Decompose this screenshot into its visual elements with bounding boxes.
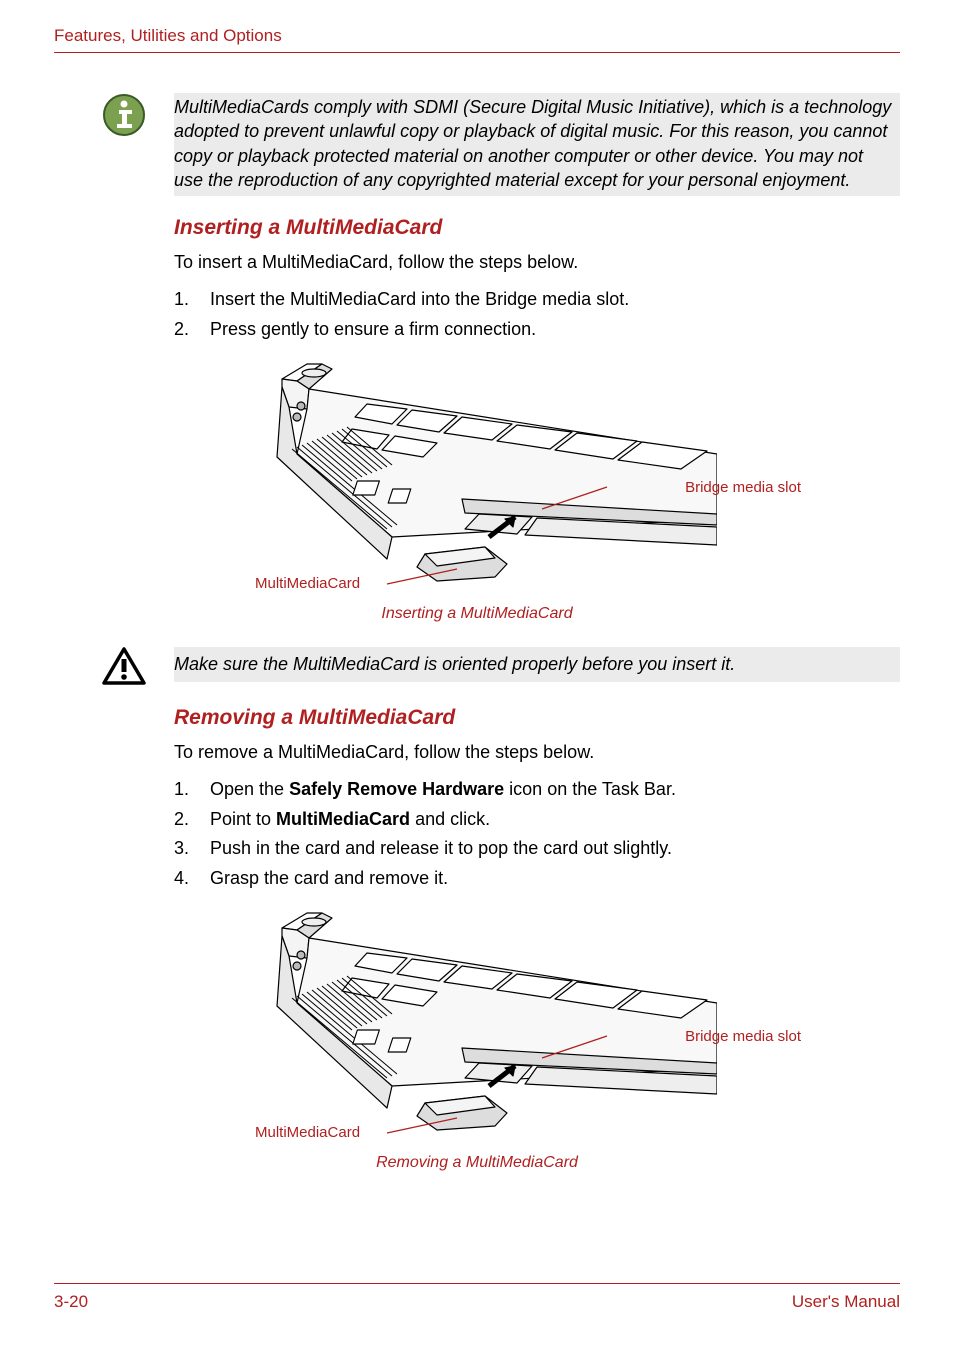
step-text: Open the bbox=[210, 779, 289, 799]
figure-remove: Bridge media slot MultiMediaCard bbox=[207, 908, 747, 1138]
figure-label-slot: Bridge media slot bbox=[685, 1028, 801, 1045]
section1-heading: Inserting a MultiMediaCard bbox=[174, 216, 900, 240]
list-item: Point to MultiMediaCard and click. bbox=[174, 805, 900, 835]
page-footer: 3-20 User's Manual bbox=[54, 1283, 900, 1312]
list-item: Push in the card and release it to pop t… bbox=[174, 834, 900, 864]
figure1-caption: Inserting a MultiMediaCard bbox=[54, 605, 900, 623]
laptop-diagram bbox=[237, 359, 717, 589]
caution-text: Make sure the MultiMediaCard is oriented… bbox=[174, 647, 900, 682]
section2-steps: Open the Safely Remove Hardware icon on … bbox=[174, 775, 900, 894]
figure2-caption: Removing a MultiMediaCard bbox=[54, 1154, 900, 1172]
section2-intro: To remove a MultiMediaCard, follow the s… bbox=[174, 740, 900, 765]
section1-intro: To insert a MultiMediaCard, follow the s… bbox=[174, 250, 900, 275]
caution-icon-wrap bbox=[102, 647, 174, 692]
caution-note: Make sure the MultiMediaCard is oriented… bbox=[102, 647, 900, 692]
figure-label-card: MultiMediaCard bbox=[255, 1124, 360, 1141]
step-bold: Safely Remove Hardware bbox=[289, 779, 504, 799]
list-item: Open the Safely Remove Hardware icon on … bbox=[174, 775, 900, 805]
list-item: Press gently to ensure a firm connection… bbox=[174, 315, 900, 345]
section1-steps: Insert the MultiMediaCard into the Bridg… bbox=[174, 285, 900, 344]
page-number: 3-20 bbox=[54, 1292, 88, 1312]
manual-label: User's Manual bbox=[792, 1292, 900, 1312]
step-bold: MultiMediaCard bbox=[276, 809, 410, 829]
figure-label-card: MultiMediaCard bbox=[255, 575, 360, 592]
figure-insert: Bridge media slot MultiMediaCard bbox=[207, 359, 747, 589]
info-note: MultiMediaCards comply with SDMI (Secure… bbox=[102, 93, 900, 196]
step-text: and click. bbox=[410, 809, 490, 829]
list-item: Insert the MultiMediaCard into the Bridg… bbox=[174, 285, 900, 315]
section2-heading: Removing a MultiMediaCard bbox=[174, 706, 900, 730]
caution-icon bbox=[102, 647, 146, 687]
page-header: Features, Utilities and Options bbox=[54, 26, 900, 53]
info-icon-wrap bbox=[102, 93, 174, 142]
step-text: Point to bbox=[210, 809, 276, 829]
header-text: Features, Utilities and Options bbox=[54, 26, 282, 45]
info-note-text: MultiMediaCards comply with SDMI (Secure… bbox=[174, 93, 900, 196]
laptop-diagram bbox=[237, 908, 717, 1138]
list-item: Grasp the card and remove it. bbox=[174, 864, 900, 894]
info-icon bbox=[102, 93, 146, 137]
figure-label-slot: Bridge media slot bbox=[685, 479, 801, 496]
step-text: icon on the Task Bar. bbox=[504, 779, 676, 799]
